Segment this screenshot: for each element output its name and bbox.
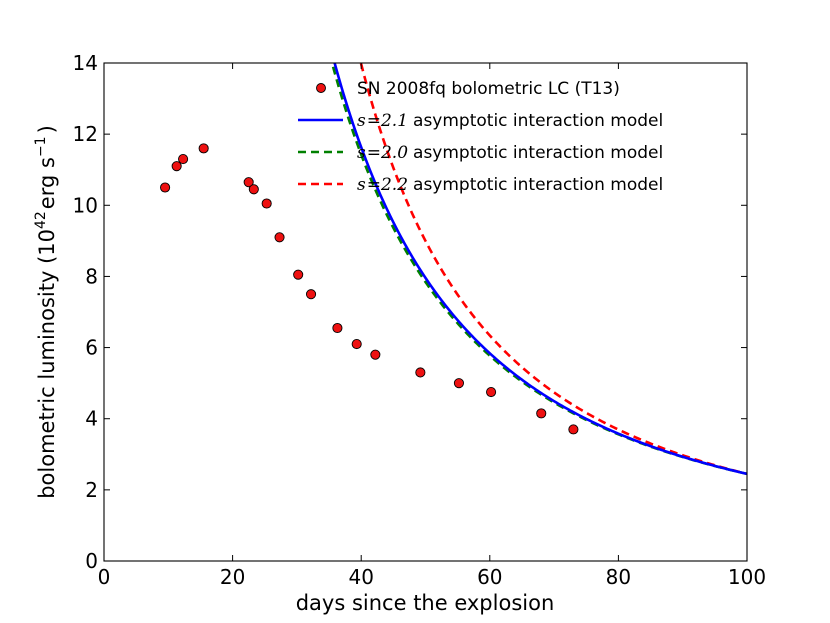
data-point [568, 424, 579, 435]
plot-area [104, 63, 747, 561]
legend-label-s22: s=2.2 asymptotic interaction model [357, 175, 663, 195]
legend-model-s20: asymptotic interaction model [413, 143, 663, 163]
data-point [415, 367, 426, 378]
legend-s-value-s20: 2.0 [380, 143, 408, 163]
y-tick-label: 0 [85, 549, 98, 573]
y-tick-label: 12 [73, 122, 98, 146]
y-tick-label: 4 [85, 407, 98, 431]
data-point [274, 232, 285, 243]
data-point [486, 386, 497, 398]
x-axis-label: days since the explosion [296, 591, 555, 615]
legend-s-value-s22: 2.2 [380, 175, 408, 195]
legend-s-symbol-s22: s [357, 175, 366, 195]
data-point [453, 378, 464, 389]
legend-s-value-s21: 2.1 [380, 111, 408, 131]
y-axis-label-unit-exponent: −1 [33, 136, 49, 157]
x-tick-label: 40 [348, 565, 373, 589]
legend-equals-s20: = [367, 143, 381, 163]
legend-label-s21: s=2.1 asymptotic interaction model [357, 111, 663, 131]
data-point [198, 143, 209, 154]
x-tick-label: 20 [220, 565, 245, 589]
data-point [171, 161, 182, 172]
data-point [370, 349, 381, 360]
legend-model-s22: asymptotic interaction model [413, 175, 663, 195]
data-point [293, 269, 304, 280]
data-point [160, 182, 171, 193]
data-point [178, 153, 189, 165]
data-points [160, 143, 579, 435]
y-axis-ticks: 0 2 4 6 8 10 12 14 [73, 51, 747, 573]
y-tick-label: 14 [73, 51, 98, 75]
legend-marker-scatter [316, 83, 326, 93]
data-point [261, 198, 272, 209]
legend-equals-s22: = [367, 175, 381, 195]
legend-label-s20: s=2.0 asymptotic interaction model [357, 143, 663, 163]
model-curves [330, 63, 747, 476]
legend-label-scatter: SN 2008fq bolometric LC (T13) [357, 79, 620, 99]
x-tick-label: 100 [728, 565, 766, 589]
data-point [332, 322, 343, 334]
data-point [536, 408, 547, 419]
legend-equals-s21: = [367, 111, 381, 131]
x-tick-label: 0 [98, 565, 111, 589]
data-point [248, 184, 259, 195]
curve-s-22 [359, 63, 747, 476]
x-axis-ticks: 0 20 40 60 80 100 [98, 63, 766, 589]
y-tick-label: 6 [85, 336, 98, 360]
y-axis-label: bolometric luminosity (1042 erg s−1) [33, 125, 59, 499]
legend-s-symbol-s21: s [357, 111, 366, 131]
legend-model-s21: asymptotic interaction model [413, 111, 663, 131]
x-tick-label: 80 [606, 565, 631, 589]
y-tick-label: 2 [85, 478, 98, 502]
legend-s-symbol-s20: s [357, 143, 366, 163]
x-tick-label: 60 [477, 565, 502, 589]
legend: SN 2008fq bolometric LC (T13) s=2.1 asymp… [298, 79, 663, 195]
y-axis-label-suffix: ) [35, 125, 59, 133]
y-axis-label-exponent: 42 [33, 211, 49, 229]
y-tick-label: 10 [73, 193, 98, 217]
data-point [243, 177, 254, 188]
data-point [351, 338, 362, 350]
y-axis-label-prefix: bolometric luminosity (10 [35, 229, 59, 499]
curve-s-21 [333, 63, 747, 476]
data-point [305, 289, 317, 300]
y-axis-label-unit: erg s [35, 157, 59, 209]
y-tick-label: 8 [85, 264, 98, 288]
plot-frame [103, 62, 748, 562]
